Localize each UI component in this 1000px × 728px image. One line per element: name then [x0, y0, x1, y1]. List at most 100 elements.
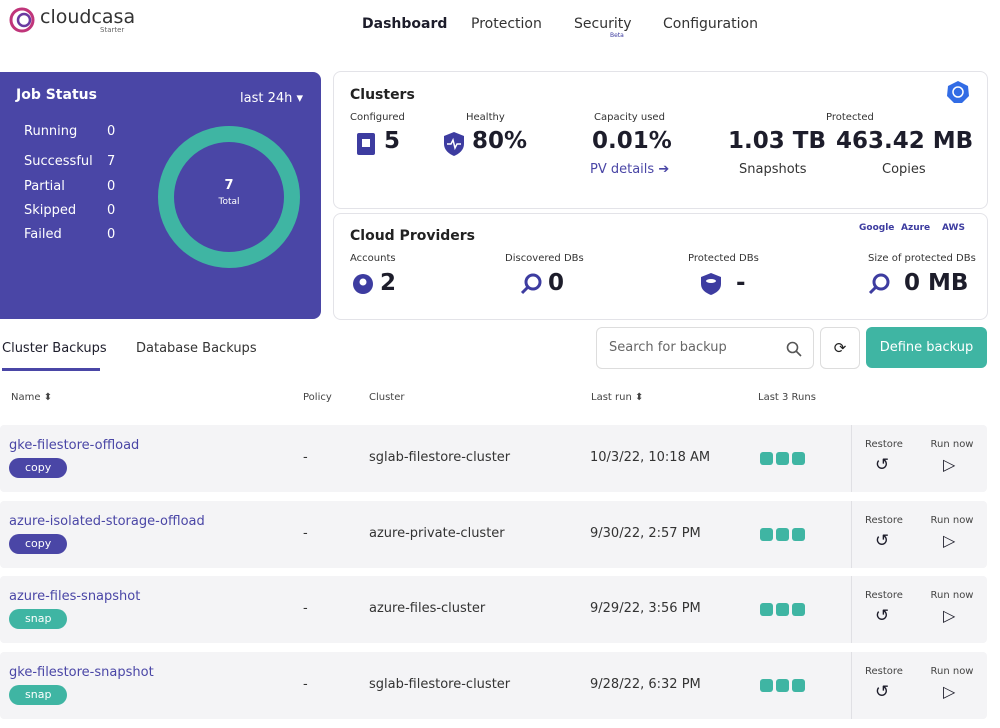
run-status — [792, 679, 805, 692]
column-header[interactable]: Last run ⬍ — [591, 392, 644, 403]
nav-badge: Beta — [610, 32, 624, 39]
run-status — [760, 603, 773, 616]
divider — [851, 652, 852, 719]
backup-tag: copy — [9, 458, 68, 478]
run-status — [760, 452, 773, 465]
search-placeholder: Search for backup — [609, 340, 727, 355]
nav-item[interactable]: Security — [574, 16, 632, 32]
cluster: azure-private-cluster — [369, 526, 505, 541]
stat-label: Protected — [826, 112, 874, 123]
table-row: gke-filestore-snapshot snap - sglab-filesto… — [0, 652, 987, 719]
status-label: Successful — [24, 154, 93, 169]
stat-value: 1.03 TB — [728, 128, 826, 154]
status-label: Running — [24, 124, 78, 139]
job-status-title: Job Status — [16, 87, 97, 103]
status-label: Partial — [24, 179, 65, 194]
backup-name[interactable]: azure-files-snapshot — [9, 589, 141, 604]
run-now-label[interactable]: Run now — [930, 590, 974, 601]
restore-label[interactable]: Restore — [865, 666, 903, 677]
logo: cloudcasa — [40, 6, 136, 28]
column-label: Last run — [591, 392, 632, 403]
stat-label: Protected DBs — [688, 253, 759, 264]
restore-icon[interactable]: ↺ — [875, 531, 890, 551]
stat-value: 463.42 MB — [836, 128, 974, 154]
stat-value: 80% — [472, 128, 528, 154]
run-status — [792, 603, 805, 616]
pv-link[interactable]: PV details ➔ — [590, 162, 670, 177]
status-value: 0 — [107, 179, 116, 194]
run-now-label[interactable]: Run now — [930, 515, 974, 526]
provider: AWS — [942, 223, 965, 233]
restore-label[interactable]: Restore — [865, 590, 903, 601]
range-label: last 24h — [240, 91, 293, 106]
divider — [851, 425, 852, 492]
define-backup-button[interactable]: Define backup — [866, 327, 987, 368]
restore-label[interactable]: Restore — [865, 439, 903, 450]
policy: - — [303, 526, 308, 541]
run-icon[interactable]: ▷ — [943, 682, 956, 701]
donut — [158, 126, 300, 268]
run-status — [792, 452, 805, 465]
nav-item[interactable]: Configuration — [663, 16, 758, 32]
stat-label: Configured — [350, 112, 405, 123]
column-header: Last 3 Runs — [758, 392, 816, 403]
divider — [851, 576, 852, 643]
cluster: sglab-filestore-cluster — [369, 450, 511, 465]
policy: - — [303, 601, 308, 616]
status-label: Failed — [24, 227, 62, 242]
restore-icon[interactable]: ↺ — [875, 606, 890, 626]
stat-value: 0 — [548, 270, 565, 296]
column-header: Cluster — [369, 392, 405, 403]
restore-label[interactable]: Restore — [865, 515, 903, 526]
refresh-button[interactable]: ⟳ — [820, 327, 860, 369]
run-icon[interactable]: ▷ — [943, 606, 956, 625]
column-header[interactable]: Name ⬍ — [11, 392, 53, 403]
tab[interactable]: Database Backups — [136, 341, 257, 356]
backup-name[interactable]: gke-filestore-snapshot — [9, 665, 154, 680]
table-row: gke-filestore-offload copy - sglab-filestor… — [0, 425, 987, 492]
nav-item[interactable]: Protection — [471, 16, 542, 32]
range-select[interactable]: last 24h ▾ — [240, 91, 304, 106]
run-icon[interactable]: ▷ — [943, 455, 956, 474]
logo-icon — [9, 7, 35, 33]
status-label: Skipped — [24, 203, 77, 218]
last-run: 9/30/22, 2:57 PM — [590, 526, 701, 541]
divider — [851, 501, 852, 568]
search-box[interactable]: Search for backup — [596, 327, 814, 369]
run-status — [792, 528, 805, 541]
status-value: 0 — [107, 227, 116, 242]
backup-name[interactable]: gke-filestore-offload — [9, 438, 140, 453]
tab[interactable]: Cluster Backups — [2, 341, 107, 356]
nav-item[interactable]: Dashboard — [362, 16, 448, 32]
pv-link-text: PV details — [590, 162, 655, 177]
column-label: Name — [11, 392, 41, 403]
stat-sub: Copies — [882, 162, 926, 177]
run-icon[interactable]: ▷ — [943, 531, 956, 550]
stat-value: 2 — [380, 270, 397, 296]
restore-icon[interactable]: ↺ — [875, 682, 890, 702]
db-shield-icon — [701, 273, 721, 295]
stat-label: Accounts — [350, 253, 396, 264]
backup-tag: snap — [9, 609, 68, 629]
run-now-label[interactable]: Run now — [930, 666, 974, 677]
run-status — [776, 679, 789, 692]
search-icon — [786, 341, 802, 357]
provider: Azure — [901, 223, 931, 233]
stat-value: - — [736, 270, 746, 296]
cluster: sglab-filestore-cluster — [369, 677, 511, 692]
stat-sub: Snapshots — [739, 162, 807, 177]
run-status — [760, 679, 773, 692]
search-db-icon — [520, 273, 542, 295]
stat-label: Discovered DBs — [505, 253, 584, 264]
status-value: 0 — [107, 124, 116, 139]
restore-icon[interactable]: ↺ — [875, 455, 890, 475]
run-status — [776, 528, 789, 541]
backup-name[interactable]: azure-isolated-storage-offload — [9, 514, 205, 529]
status-value: 7 — [107, 154, 116, 169]
health-icon — [444, 132, 464, 156]
run-now-label[interactable]: Run now — [930, 439, 974, 450]
backup-tag: snap — [9, 685, 68, 705]
logo-sub: Starter — [100, 26, 125, 34]
status-value: 0 — [107, 203, 116, 218]
